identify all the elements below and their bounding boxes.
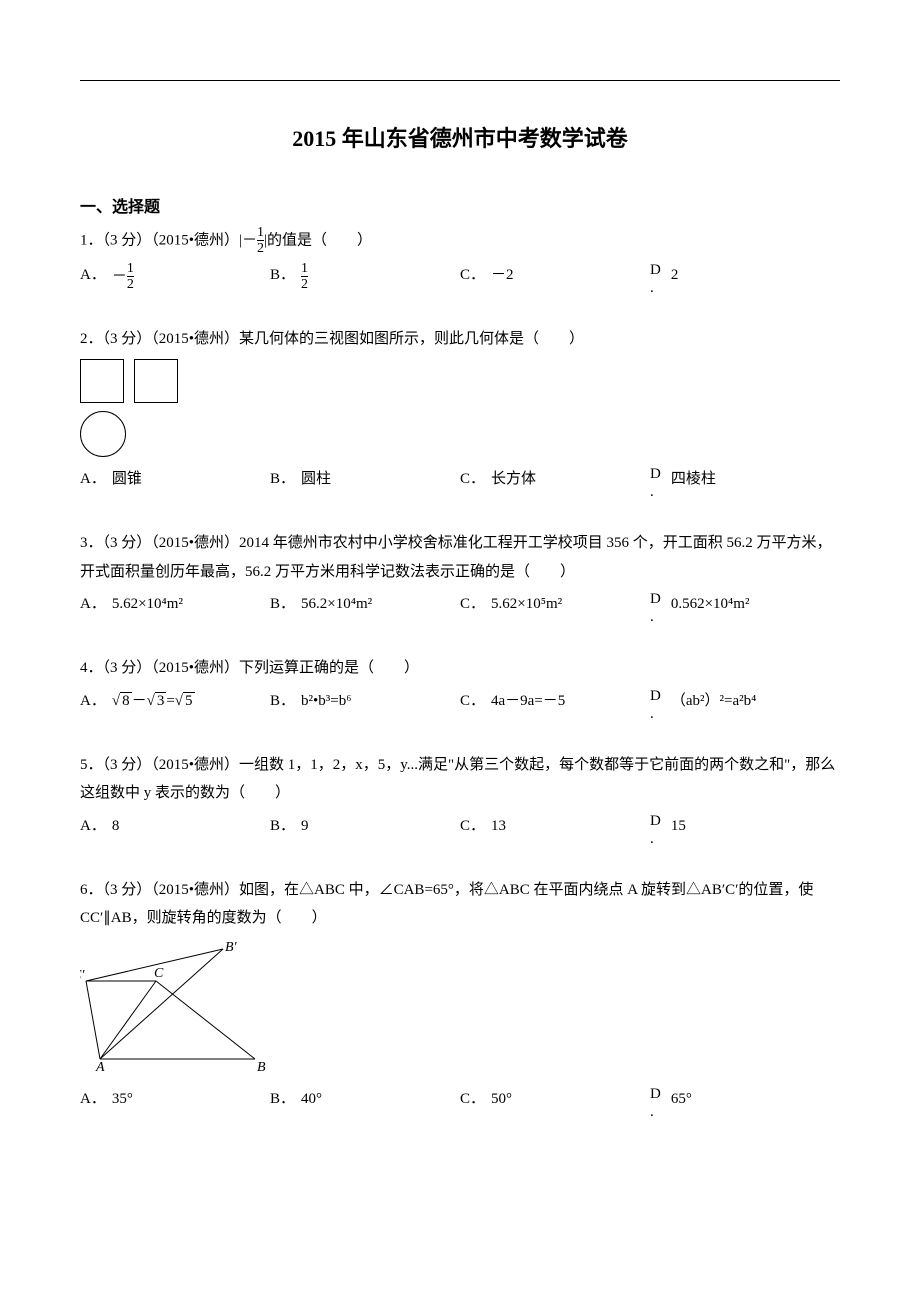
square-icon <box>80 359 124 403</box>
question-text: 2．（3 分）（2015•德州）某几何体的三视图如图所示，则此几何体是（ ） <box>80 325 840 354</box>
option-b: B．圆柱 <box>270 465 460 494</box>
question-6: 6．（3 分）（2015•德州）如图，在△ABC 中，∠CAB=65°，将△AB… <box>80 876 840 1122</box>
svg-text:B′: B′ <box>225 941 238 955</box>
sqrt-icon: 3 <box>147 687 167 716</box>
option-d: D. 2 <box>650 261 840 297</box>
option-c: C．长方体 <box>460 465 650 494</box>
options-row: A．35° B．40° C．50° D.65° <box>80 1085 840 1121</box>
option-b: B．b²•b³=b⁶ <box>270 687 460 716</box>
option-d: D.四棱柱 <box>650 465 840 501</box>
question-2: 2．（3 分）（2015•德州）某几何体的三视图如图所示，则此几何体是（ ） A… <box>80 325 840 502</box>
option-b: B．56.2×10⁴m² <box>270 590 460 619</box>
page-title: 2015 年山东省德州市中考数学试卷 <box>80 121 840 153</box>
option-d: D.15 <box>650 812 840 848</box>
question-4: 4．（3 分）（2015•德州）下列运算正确的是（ ） A．8－3=5 B．b²… <box>80 654 840 723</box>
question-3: 3．（3 分）（2015•德州）2014 年德州市农村中小学校舍标准化工程开工学… <box>80 529 840 626</box>
svg-text:C′: C′ <box>80 968 85 983</box>
svg-text:C: C <box>154 966 164 981</box>
options-row: A．8－3=5 B．b²•b³=b⁶ C．4a－9a=－5 D.（ab²）²=a… <box>80 687 840 723</box>
option-b: B．9 <box>270 812 460 841</box>
three-view-figure <box>80 359 840 457</box>
option-d: D.0.562×10⁴m² <box>650 590 840 626</box>
question-text: 6．（3 分）（2015•德州）如图，在△ABC 中，∠CAB=65°，将△AB… <box>80 876 840 933</box>
option-a: A．8 <box>80 812 270 841</box>
fraction-icon: 12 <box>257 225 264 257</box>
sqrt-icon: 8 <box>112 687 132 716</box>
option-c: C．50° <box>460 1085 650 1114</box>
option-a: A． －12 <box>80 261 270 293</box>
option-b: B．40° <box>270 1085 460 1114</box>
question-text: 3．（3 分）（2015•德州）2014 年德州市农村中小学校舍标准化工程开工学… <box>80 529 840 586</box>
section-header: 一、选择题 <box>80 193 840 217</box>
option-c: C． －2 <box>460 261 650 290</box>
fraction-icon: 12 <box>127 261 134 293</box>
sqrt-icon: 5 <box>175 687 195 716</box>
question-5: 5．（3 分）（2015•德州）一组数 1，1，2，x，5，y...满足"从第三… <box>80 751 840 848</box>
question-text: 1．（3 分）（2015•德州）|－12|的值是（ ） <box>80 225 840 257</box>
option-c: C．4a－9a=－5 <box>460 687 650 716</box>
question-1: 1．（3 分）（2015•德州）|－12|的值是（ ） A． －12 B． 12… <box>80 225 840 297</box>
option-a: A．8－3=5 <box>80 687 270 716</box>
square-icon <box>134 359 178 403</box>
option-a: A．圆锥 <box>80 465 270 494</box>
options-row: A．圆锥 B．圆柱 C．长方体 D.四棱柱 <box>80 465 840 501</box>
option-c: C．5.62×10⁵m² <box>460 590 650 619</box>
option-a: A．35° <box>80 1085 270 1114</box>
question-text: 5．（3 分）（2015•德州）一组数 1，1，2，x，5，y...满足"从第三… <box>80 751 840 808</box>
options-row: A． －12 B． 12 C． －2 D. 2 <box>80 261 840 297</box>
top-divider <box>80 80 840 81</box>
q1-prefix: 1．（3 分）（2015•德州）|－ <box>80 232 257 248</box>
option-c: C．13 <box>460 812 650 841</box>
svg-text:B: B <box>257 1060 266 1071</box>
option-a: A．5.62×10⁴m² <box>80 590 270 619</box>
triangle-rotation-diagram: A B C C′ B′ <box>80 941 280 1071</box>
option-d: D.（ab²）²=a²b⁴ <box>650 687 840 723</box>
geometry-figure: A B C C′ B′ <box>80 941 840 1082</box>
q1-suffix: |的值是（ ） <box>264 232 372 248</box>
option-b: B． 12 <box>270 261 460 293</box>
fraction-icon: 12 <box>301 261 308 293</box>
options-row: A．8 B．9 C．13 D.15 <box>80 812 840 848</box>
question-text: 4．（3 分）（2015•德州）下列运算正确的是（ ） <box>80 654 840 683</box>
option-d: D.65° <box>650 1085 840 1121</box>
svg-text:A: A <box>95 1060 105 1071</box>
circle-icon <box>80 411 126 457</box>
options-row: A．5.62×10⁴m² B．56.2×10⁴m² C．5.62×10⁵m² D… <box>80 590 840 626</box>
